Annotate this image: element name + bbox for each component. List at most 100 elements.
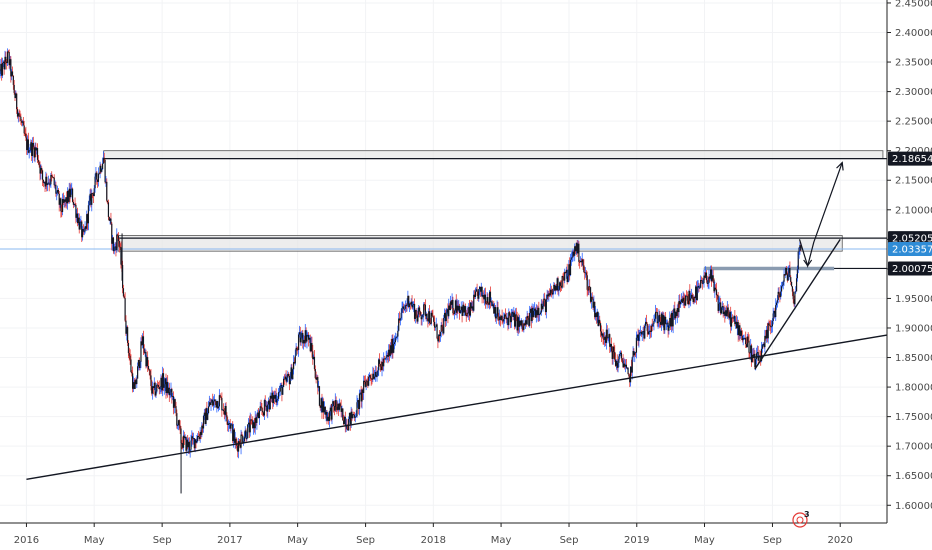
candle-body (51, 174, 53, 177)
candle (172, 392, 174, 401)
candle-body (611, 351, 613, 360)
candle (602, 329, 604, 345)
candle-body (421, 317, 423, 320)
candle (361, 389, 363, 409)
candle-body (55, 184, 57, 194)
candle-body (715, 289, 718, 296)
candle (624, 358, 626, 370)
candle (442, 324, 444, 336)
candle (708, 269, 710, 290)
candle (533, 304, 535, 318)
candle (352, 414, 354, 420)
candle (323, 401, 326, 415)
candle (473, 290, 475, 312)
candle (353, 411, 355, 416)
candle-body (22, 121, 24, 126)
candle-body (353, 414, 356, 418)
candle (369, 374, 371, 382)
candle-body (478, 289, 480, 299)
candle (242, 437, 245, 446)
candle-body (66, 197, 68, 204)
candle (5, 51, 7, 65)
candle (88, 195, 90, 212)
candle-body (578, 243, 580, 262)
candle (771, 318, 773, 333)
candle-body (732, 317, 734, 319)
candle (654, 313, 656, 323)
candle-body (81, 229, 84, 238)
candle (108, 216, 110, 222)
candle (575, 242, 577, 255)
candle-body (122, 265, 124, 289)
candle (424, 299, 426, 320)
candle-body (241, 434, 243, 436)
candle (265, 400, 267, 411)
candle (655, 307, 658, 313)
candle (539, 313, 541, 322)
candle-body (0, 63, 2, 72)
candle-body (103, 157, 105, 160)
candle (532, 306, 534, 321)
candle-body (201, 425, 203, 435)
candle-body (257, 412, 259, 417)
candle (254, 411, 256, 435)
candle (574, 245, 577, 254)
candle-body (40, 167, 42, 174)
candle (38, 160, 40, 168)
candle (398, 313, 400, 332)
candle-body (405, 305, 407, 307)
candle (170, 382, 172, 398)
candle-body (137, 359, 140, 367)
x-tick-label: Sep (763, 535, 782, 546)
candle (17, 111, 19, 123)
candle (793, 295, 795, 307)
candle-body (775, 302, 778, 306)
candle (564, 271, 567, 274)
candle-body (352, 414, 354, 419)
candle-body (395, 336, 397, 339)
candle (634, 351, 637, 358)
candle (253, 418, 256, 433)
candle (751, 348, 753, 363)
candle-body (674, 308, 676, 319)
candle-body (168, 387, 170, 396)
candle (123, 294, 125, 299)
candle (99, 161, 101, 179)
candle-body (357, 400, 359, 403)
candle-body (704, 275, 706, 278)
candle-body (234, 438, 236, 443)
candle (36, 147, 38, 155)
candle-body (662, 315, 664, 325)
candle (790, 275, 792, 286)
candle (727, 304, 729, 318)
candle (456, 298, 458, 319)
candle (11, 66, 14, 77)
price-tag: 2.03357 (888, 242, 932, 257)
candle-body (223, 411, 225, 415)
candle (488, 301, 490, 309)
candle-body (736, 321, 738, 329)
candle-body (200, 431, 202, 435)
candle-body (378, 359, 380, 371)
candle-body (759, 356, 761, 358)
candle-body (72, 201, 75, 205)
candle-body (537, 307, 539, 316)
candle (452, 296, 454, 316)
candle-body (413, 303, 416, 319)
candle (12, 75, 14, 90)
candle-body (292, 369, 294, 380)
candle-body (790, 277, 792, 282)
candle (381, 357, 383, 377)
candle (290, 364, 292, 381)
candle-body (467, 312, 469, 314)
candle (765, 326, 768, 343)
candle (203, 408, 205, 420)
candle-body (129, 355, 131, 360)
candle-body (36, 148, 39, 160)
candle (222, 409, 224, 411)
candle-body (795, 291, 797, 293)
candle (391, 334, 393, 359)
candle (318, 380, 320, 392)
candle (128, 347, 130, 361)
